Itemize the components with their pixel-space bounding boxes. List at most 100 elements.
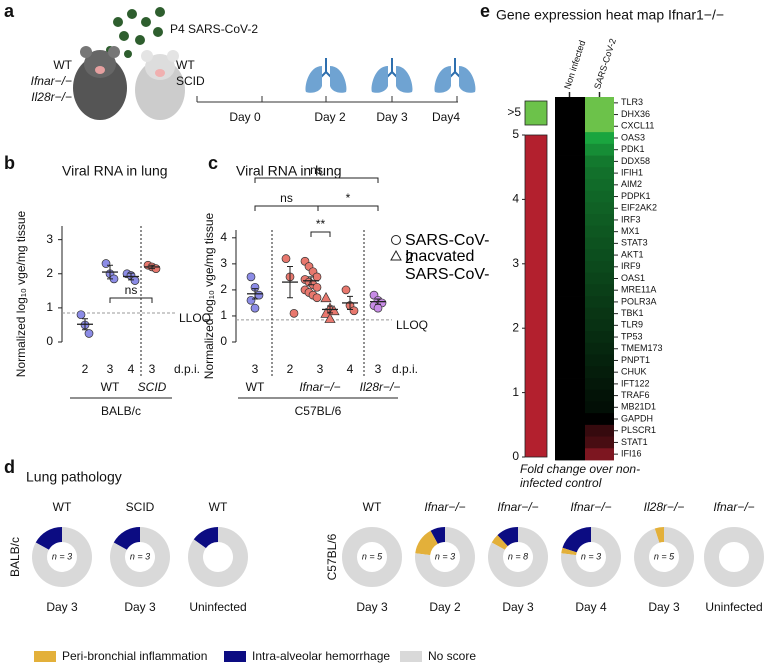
heatmap-cell <box>555 167 585 180</box>
day-label: Uninfected <box>705 600 762 614</box>
heatmap-cell <box>585 331 614 344</box>
y-tick-label: 3 <box>220 256 227 270</box>
donut-segment <box>562 527 591 553</box>
heatmap-cell <box>585 132 614 145</box>
y-tick-label: 2 <box>220 282 227 296</box>
donut-segment <box>188 527 249 587</box>
mouse-dark <box>73 46 127 120</box>
strain-label: BALB/c <box>8 537 22 577</box>
colorbar-over-label: >5 <box>507 105 521 119</box>
heatmap-cell <box>585 401 614 414</box>
row-label: MX1 <box>621 226 640 236</box>
heatmap-cell <box>585 378 614 391</box>
panel-label: c <box>208 153 218 173</box>
error-bar <box>149 264 155 270</box>
donut-segment <box>31 527 92 588</box>
x-tick-label: 3 <box>107 362 114 376</box>
panel-a-art <box>73 7 476 120</box>
heatmap-cell <box>585 202 614 215</box>
chart-title: Lung pathology <box>26 469 122 485</box>
row-label: TLR9 <box>621 320 643 330</box>
donut-segment <box>193 527 218 549</box>
mouse-label: SCID <box>176 74 205 88</box>
sig-bracket <box>317 205 379 211</box>
sig-label: ns <box>125 283 138 297</box>
donut-segment <box>497 527 518 547</box>
y-tick-label: 1 <box>46 300 53 314</box>
day-label: Day4 <box>432 110 460 124</box>
sig-bracket <box>310 231 331 237</box>
n-label: n = 5 <box>654 551 675 561</box>
donut-segment <box>342 527 402 587</box>
heatmap-cell <box>555 378 585 391</box>
heatmap-cell <box>585 319 614 332</box>
donut-title: SCID <box>126 500 155 514</box>
donut-title: Ifnar−/− <box>570 500 611 514</box>
chart-title: Gene expression heat map Ifnar1−/− <box>496 7 724 23</box>
row-label: CXCL11 <box>621 121 654 131</box>
legend-swatch <box>34 651 56 662</box>
row-label: MB21D1 <box>621 402 656 412</box>
dot-point <box>289 308 299 318</box>
row-label: TBK1 <box>621 308 644 318</box>
heatmap-cell <box>555 143 585 156</box>
legend-label-box: Inacvated SARS-CoV-2 <box>405 248 489 282</box>
legend-marker <box>391 235 401 245</box>
day-label: Uninfected <box>189 600 246 614</box>
row-label: TP53 <box>621 331 643 341</box>
heatmap-cell <box>555 448 585 461</box>
y-axis-label: Normalized log₁₀ vge/mg tissue <box>14 210 28 377</box>
column-label: Non infected <box>562 39 587 90</box>
heatmap-cell <box>555 436 585 449</box>
heatmap-cell <box>585 108 614 121</box>
row-label: OAS1 <box>621 273 645 283</box>
y-tick-label: 0 <box>220 334 227 348</box>
donut-segment <box>488 527 548 587</box>
heatmap-cell <box>585 354 614 367</box>
heatmap-cell <box>555 178 585 192</box>
heatmap-cell <box>585 249 614 262</box>
heatmap-cell <box>555 120 585 133</box>
donut-title: WT <box>209 500 228 514</box>
colorbar-tick-label: 2 <box>512 320 519 334</box>
row-label: CHUK <box>621 367 647 377</box>
mouse-label: WT <box>53 58 72 72</box>
timeline-ticks <box>196 96 458 102</box>
dot-point <box>246 272 256 282</box>
row-label: IFIH1 <box>621 167 643 177</box>
column-label: SARS-CoV-2 <box>592 37 618 90</box>
sig-bracket <box>109 297 153 303</box>
day-label: Day 3 <box>648 600 680 614</box>
error-bar <box>308 276 314 286</box>
donut-segment <box>415 527 475 588</box>
dot-point <box>101 259 111 268</box>
day-label: Day 4 <box>575 600 607 614</box>
n-label: n = 3 <box>435 551 455 561</box>
heatmap-cell <box>555 97 585 110</box>
y-tick-label: 3 <box>46 232 53 246</box>
triangle-point <box>320 292 332 303</box>
heatmap-cell <box>555 284 585 297</box>
legend-label: Peri-bronchial inflammation <box>62 649 207 663</box>
error-bar <box>347 295 353 310</box>
dot-point <box>312 272 322 282</box>
error-bar <box>252 288 258 300</box>
panel-label: d <box>4 457 15 477</box>
chart-title: Viral RNA in lung <box>236 163 342 179</box>
donut-segment <box>430 527 445 544</box>
row-label: PDK1 <box>621 144 645 154</box>
colorbar-label: Fold change over non-infected control <box>520 462 641 490</box>
x-tick-label: 3 <box>317 362 324 376</box>
heatmap-cell <box>585 143 614 156</box>
heatmap-cell <box>555 272 585 285</box>
y-axis-label: Normalized log₁₀ vge/mg tissue <box>202 212 216 379</box>
dot-point <box>341 285 351 295</box>
donut-title: Ifnar−/− <box>713 500 754 514</box>
day-label: Day 3 <box>502 600 534 614</box>
heatmap-cell <box>585 436 614 449</box>
heatmap-cell <box>555 190 585 203</box>
x-tick-label: 2 <box>287 362 294 376</box>
donut-segment <box>634 527 695 588</box>
heatmap-cell <box>585 120 614 133</box>
day-label: Day 2 <box>429 600 461 614</box>
